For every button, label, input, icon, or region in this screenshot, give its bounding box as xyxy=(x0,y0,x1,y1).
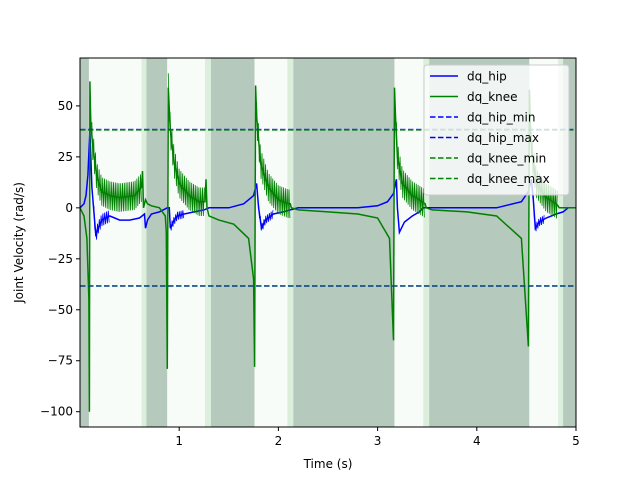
x-tick-label: 4 xyxy=(473,434,481,448)
background-span xyxy=(88,58,142,427)
oscillation-dq_knee xyxy=(256,101,291,219)
background-span xyxy=(146,58,168,427)
oscillation-dq_hip xyxy=(93,205,110,240)
series-layer xyxy=(80,73,576,412)
background-span xyxy=(394,58,424,427)
y-axis-ticks: −100 −75 −50 −25 0 25 50 xyxy=(40,99,80,419)
x-axis-label: Time (s) xyxy=(303,457,353,471)
oscillation-dq_knee xyxy=(396,122,425,218)
background-span xyxy=(293,58,395,427)
background-span xyxy=(558,58,564,427)
oscillation-dq_knee xyxy=(167,73,205,217)
y-tick-label: −100 xyxy=(40,405,73,419)
background-span xyxy=(167,58,205,427)
background-span xyxy=(210,58,255,427)
background-span xyxy=(423,58,430,427)
legend-label: dq_hip_min xyxy=(467,111,535,125)
legend-label: dq_knee_max xyxy=(467,172,550,186)
y-tick-label: 25 xyxy=(58,150,73,164)
background-span xyxy=(254,58,288,427)
x-tick-label: 2 xyxy=(275,434,283,448)
oscillation-dq_hip xyxy=(532,195,545,232)
series-line-dq_hip xyxy=(80,130,576,237)
y-tick-label: −75 xyxy=(48,354,73,368)
background-span xyxy=(141,58,147,427)
axes-frame xyxy=(79,57,577,428)
y-tick-label: −50 xyxy=(48,303,73,317)
x-axis-ticks: 1 2 3 4 5 xyxy=(175,427,580,448)
x-tick-label: 1 xyxy=(175,434,183,448)
background-span xyxy=(80,58,89,427)
background-span xyxy=(204,58,211,427)
legend-label: dq_hip xyxy=(467,70,507,84)
legend-label: dq_knee_min xyxy=(467,152,546,166)
x-tick-label: 5 xyxy=(572,434,580,448)
y-axis-label: Joint Velocity (rad/s) xyxy=(12,182,26,304)
legend: dq_hip dq_knee dq_hip_min dq_hip_max dq_knee… xyxy=(423,64,570,196)
y-tick-label: 50 xyxy=(58,99,73,113)
background-span xyxy=(287,58,294,427)
y-tick-label: 0 xyxy=(65,201,73,215)
oscillation-dq_knee xyxy=(91,122,142,212)
legend-label: dq_knee xyxy=(467,90,518,104)
oscillation-dq_hip xyxy=(169,210,185,231)
y-tick-label: −25 xyxy=(48,252,73,266)
oscillation-dq_hip xyxy=(258,203,274,231)
legend-box xyxy=(423,64,570,196)
x-tick-label: 3 xyxy=(374,434,382,448)
legend-label: dq_hip_max xyxy=(467,131,539,145)
